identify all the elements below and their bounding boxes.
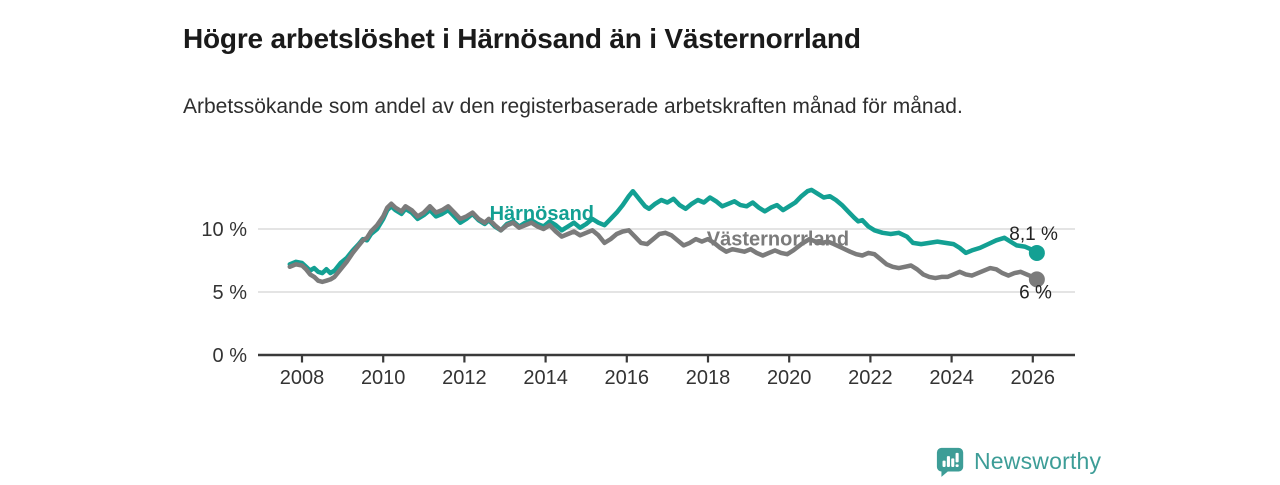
y-tick-label: 0 %: [213, 345, 248, 367]
x-tick-label: 2014: [523, 367, 568, 389]
series-end-value-label: 8,1 %: [1009, 224, 1058, 245]
x-tick-label: 2020: [767, 367, 812, 389]
x-tick-label: 2024: [929, 367, 974, 389]
series-end-dot: [1028, 271, 1045, 288]
x-tick-label: 2026: [1011, 367, 1056, 389]
series-label: Härnösand: [490, 203, 594, 225]
x-tick-label: 2010: [361, 367, 406, 389]
gridlines: [258, 228, 1075, 293]
x-tick-label: 2012: [442, 367, 487, 389]
chart-annotations: Härnösand 8,1 % Västernorrland 6 %: [490, 203, 1058, 303]
chart-subtitle: Arbetssökande som andel av den registerb…: [183, 95, 963, 118]
chart-series: [287, 187, 1045, 288]
x-tick-label: 2018: [686, 367, 731, 389]
x-tick-label: 2022: [848, 367, 893, 389]
series-label: Västernorrland: [707, 228, 849, 250]
brand-name: Newsworthy: [974, 447, 1102, 474]
x-axis: 2008 2010 2012 2014 2016 2018 2020 2022 2024 2026: [258, 353, 1075, 389]
x-tick-label: 2016: [605, 367, 650, 389]
newsworthy-logo[interactable]: Newsworthy: [936, 445, 1101, 477]
series-line-västernorrland: [287, 201, 1040, 285]
series-end-value-label: 6 %: [1019, 282, 1052, 303]
y-tick-label: 5 %: [213, 282, 248, 304]
page-title: Högre arbetslöshet i Härnösand än i Väst…: [183, 22, 861, 54]
bar-chart-speech-bubble-icon: [936, 447, 964, 477]
y-axis-labels: 0 % 5 % 10 %: [201, 219, 247, 367]
y-tick-label: 10 %: [201, 219, 247, 241]
x-tick-label: 2008: [280, 367, 325, 389]
series-end-dot: [1028, 244, 1045, 261]
